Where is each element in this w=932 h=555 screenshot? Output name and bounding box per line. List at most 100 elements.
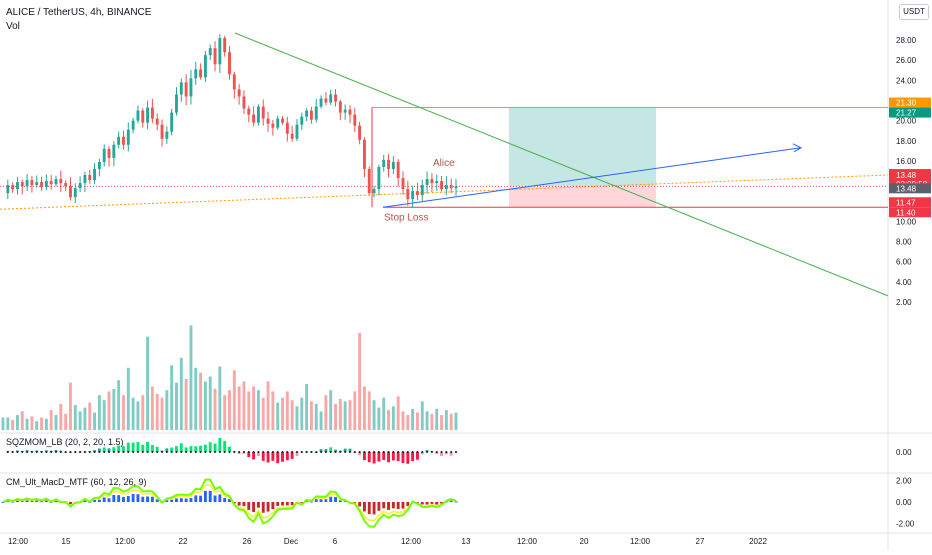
price-tick-label: 26.00 [896, 56, 917, 65]
sqz-dot [242, 451, 245, 453]
volume-bar [170, 365, 174, 430]
macd-histogram-bar [102, 497, 106, 502]
macd-histogram-bar [252, 502, 256, 512]
sqz-bar [122, 446, 125, 452]
sqz-dot [262, 451, 265, 453]
candle-body [40, 182, 43, 188]
alice-label: Alice [433, 158, 455, 169]
volume-bar [401, 411, 405, 430]
candle-body [237, 89, 241, 97]
sqz-dot [430, 451, 433, 453]
candle-body [59, 179, 63, 184]
macd-line [2, 478, 457, 528]
sqz-dot [344, 451, 347, 453]
macd-histogram-bar [122, 496, 125, 502]
macd-histogram-bar [338, 500, 342, 502]
volume-bar [146, 336, 150, 430]
volume-bar [1, 417, 5, 430]
sqz-dot [74, 451, 77, 453]
sqz-dot [112, 451, 115, 453]
macd-histogram-bar [449, 500, 453, 502]
macd-histogram-bar [285, 502, 289, 506]
sqz-bar [334, 449, 337, 452]
stop-loss-label: Stop Loss [384, 212, 428, 223]
candle-body [271, 123, 275, 128]
sqz-dot [93, 451, 96, 453]
sqz-dot [189, 451, 192, 453]
candle-body [396, 161, 400, 179]
target-price-tag-green: 21.27 [896, 109, 917, 118]
macd-histogram-bar [93, 499, 97, 502]
price-tick-label: 10.00 [896, 217, 917, 226]
sqz-bar [401, 452, 405, 464]
sqz-dot [377, 451, 380, 453]
volume-bar [454, 412, 458, 430]
sqzmom-indicator-title[interactable]: SQZMOM_LB (20, 2, 20, 1.5) [6, 437, 124, 447]
sqz-bar [377, 452, 381, 462]
stop-price-tag-bg [889, 197, 931, 208]
candle-body [449, 185, 453, 189]
sqz-dot [35, 451, 38, 453]
volume-bar [59, 403, 63, 430]
profit-target-zone [509, 107, 656, 187]
candle-body [117, 136, 121, 145]
macd-histogram-bar [329, 496, 333, 502]
sqz-dot [320, 451, 323, 453]
currency-button[interactable]: USDT [899, 4, 929, 20]
sqz-bar [348, 448, 352, 452]
macd-indicator-title[interactable]: CM_Ult_MacD_MTF (60, 12, 26, 9) [6, 477, 147, 487]
candle-body [30, 180, 34, 186]
volume-bar [126, 367, 130, 430]
macd-histogram-bar [261, 502, 265, 513]
sqz-dot [59, 451, 62, 453]
macd-histogram-bar [165, 500, 169, 502]
macd-histogram-bar [247, 502, 251, 510]
volume-bar [348, 400, 352, 430]
macd-histogram-bar [107, 498, 111, 502]
sqz-dot [170, 451, 173, 453]
candle-body [189, 78, 193, 97]
sqz-dot [45, 451, 48, 453]
sqz-dot [103, 451, 106, 453]
candle-body [329, 94, 333, 103]
sqz-bar [387, 452, 390, 463]
target-price-tag: 21.30 [896, 99, 917, 108]
volume-bar [93, 412, 97, 430]
sqz-dot [368, 451, 371, 453]
volume-bar [107, 391, 111, 430]
sqz-dot [305, 451, 308, 453]
sqz-dot [358, 451, 361, 453]
macd-histogram-bar [189, 498, 193, 502]
sqz-bar [449, 452, 453, 456]
volume-bar [358, 332, 362, 430]
macd-histogram-bar [314, 499, 318, 502]
sqz-bar [199, 445, 203, 452]
sqz-dot [165, 451, 168, 453]
sqz-dot [276, 451, 279, 453]
sqz-bar [256, 452, 260, 457]
candle-body [256, 106, 260, 123]
macd-histogram-bar [179, 498, 183, 502]
volume-bar [122, 395, 125, 430]
volume-bar [203, 381, 207, 430]
volume-bar [353, 391, 357, 430]
sqz-bar [319, 449, 323, 452]
sqz-bar [131, 442, 135, 452]
macd-histogram-bar [319, 499, 323, 502]
macd-histogram-bar [208, 490, 212, 502]
macd-histogram-bar [35, 500, 39, 502]
macd-histogram-bar [150, 496, 154, 502]
price-tick-label: 6.00 [896, 258, 912, 267]
sqz-bar [150, 445, 154, 452]
candle-body [160, 124, 164, 139]
sqz-dot [450, 451, 453, 453]
sqz-dot [11, 451, 14, 453]
candle-body [454, 186, 458, 189]
macd-histogram-bar [1, 502, 5, 503]
sqz-dot [324, 451, 327, 453]
sqz-bar [146, 441, 150, 452]
macd-histogram-bar [40, 501, 43, 503]
candle-body [295, 124, 299, 139]
